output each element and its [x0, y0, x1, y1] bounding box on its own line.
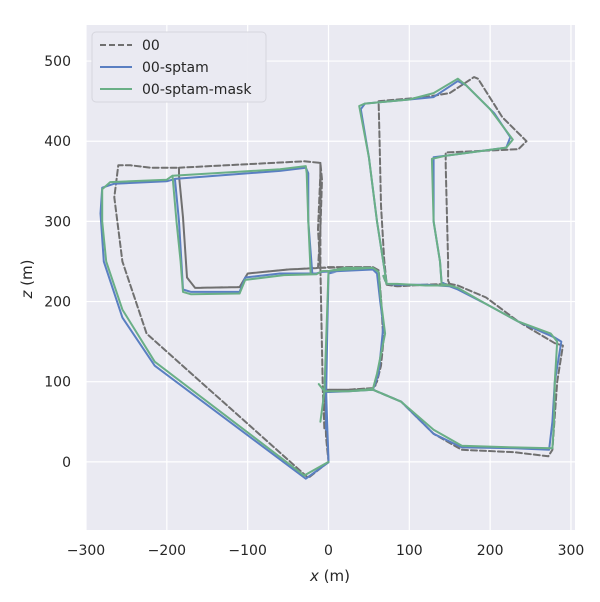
x-tick-label: 0 — [324, 543, 333, 559]
legend-box — [91, 31, 267, 103]
series-layer — [99, 76, 564, 480]
x-tick-label: 300 — [558, 543, 585, 559]
y-tick-label: 300 — [44, 214, 71, 230]
x-tick-label: −300 — [67, 543, 105, 559]
x-axis-label: x (m) — [309, 567, 350, 585]
y-tick-label: 0 — [62, 455, 71, 471]
y-axis-label: z (m) — [18, 260, 36, 300]
legend-label-00-sptam: 00-sptam — [142, 60, 209, 76]
legend-label-00: 00 — [142, 38, 160, 54]
y-tick-label: 100 — [44, 375, 71, 391]
x-tick-labels: −300 −200 −100 0 100 200 300 — [67, 543, 585, 559]
legend-label-00-sptam-mask: 00-sptam-mask — [142, 82, 252, 98]
series-line-00-sptam-mask — [101, 77, 559, 477]
x-tick-label: 200 — [477, 543, 504, 559]
y-tick-labels: 0 100 200 300 400 500 — [44, 54, 71, 471]
x-tick-label: −200 — [148, 543, 186, 559]
x-tick-label: 100 — [396, 543, 423, 559]
x-tick-label: −100 — [228, 543, 266, 559]
y-tick-label: 200 — [44, 295, 71, 311]
y-tick-label: 400 — [44, 134, 71, 150]
legend: 00 00-sptam 00-sptam-mask — [91, 31, 267, 103]
y-tick-label: 500 — [44, 54, 71, 70]
